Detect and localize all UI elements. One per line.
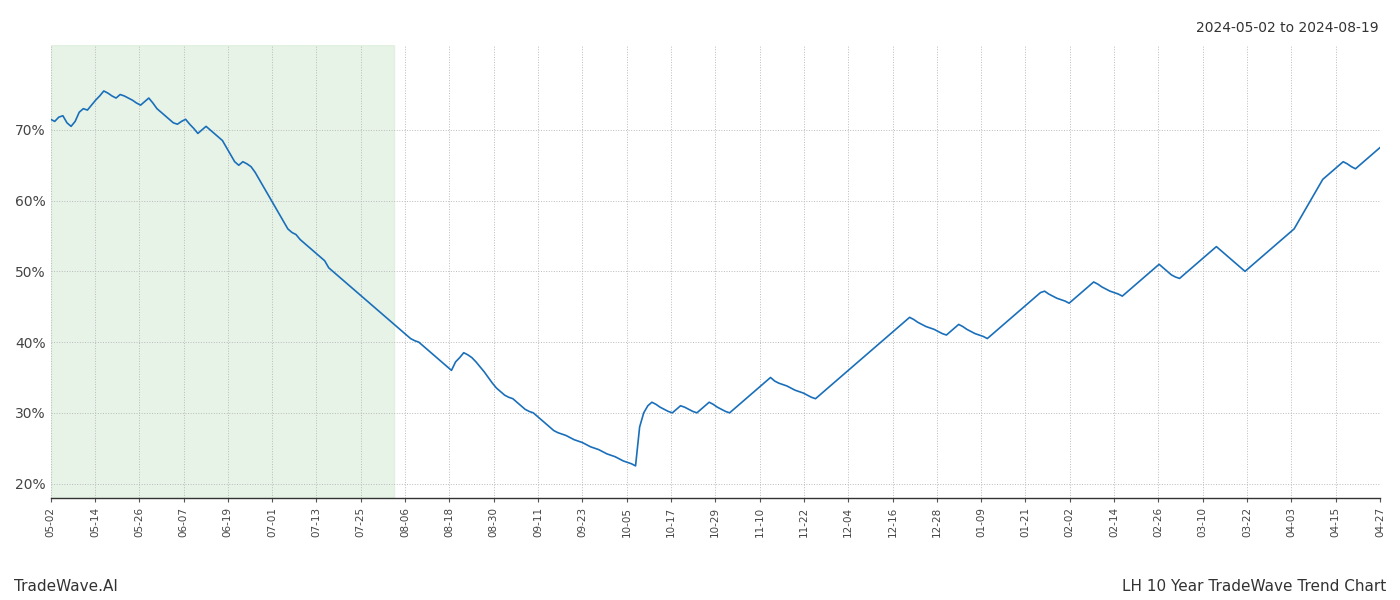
Bar	[50, 45, 393, 498]
Text: LH 10 Year TradeWave Trend Chart: LH 10 Year TradeWave Trend Chart	[1121, 579, 1386, 594]
Text: TradeWave.AI: TradeWave.AI	[14, 579, 118, 594]
Text: 2024-05-02 to 2024-08-19: 2024-05-02 to 2024-08-19	[1197, 21, 1379, 35]
